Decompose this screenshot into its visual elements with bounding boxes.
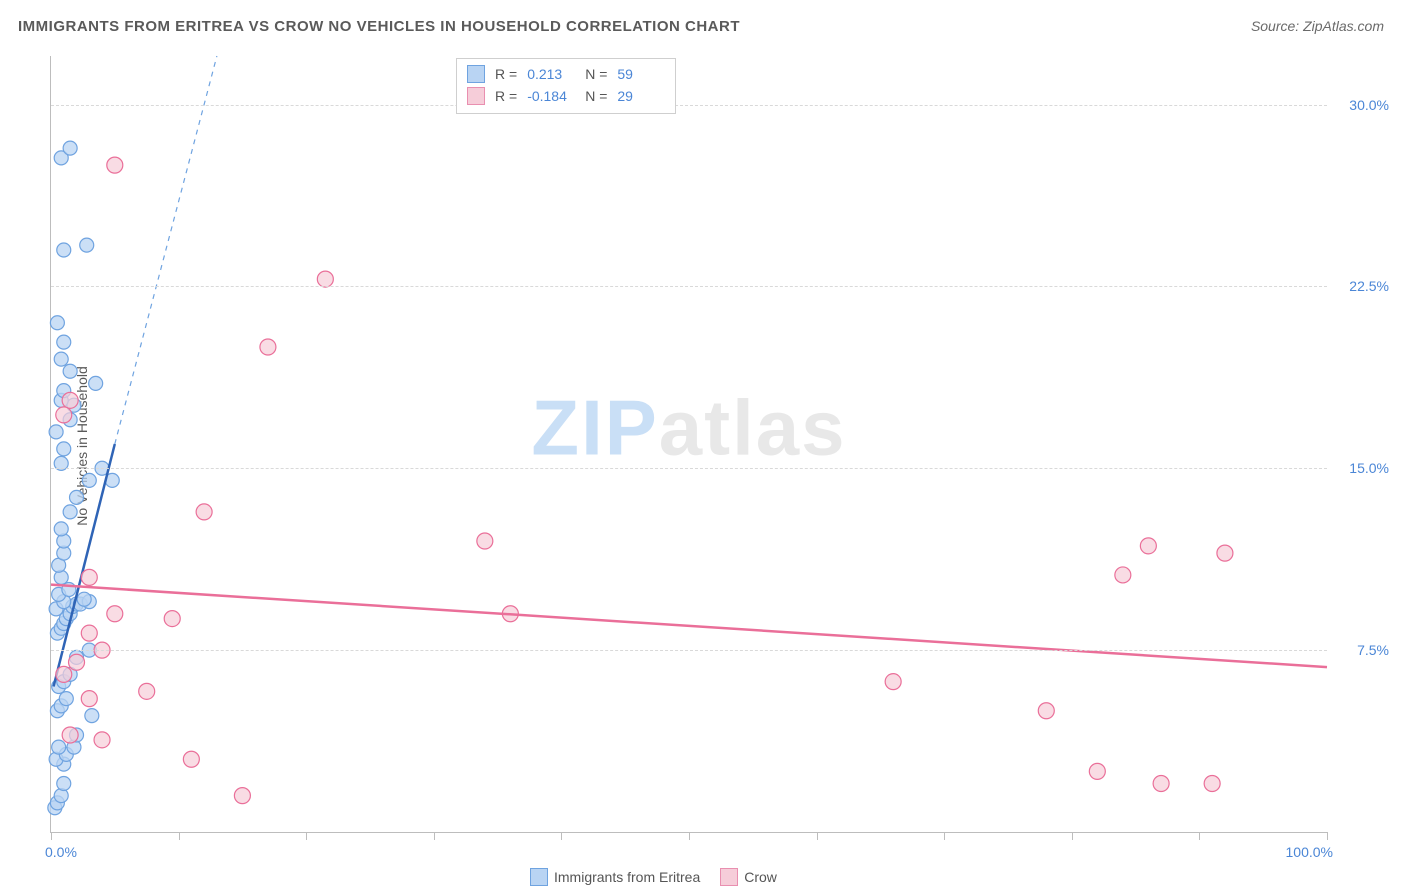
xtick-label: 0.0%: [45, 844, 77, 860]
stat-n-label: N =: [585, 88, 607, 104]
xtick-label: 100.0%: [1286, 844, 1333, 860]
crow-point: [1115, 567, 1131, 583]
crow-point: [234, 788, 250, 804]
legend-swatch: [530, 868, 548, 886]
stats-legend-box: R = 0.213 N = 59 R = -0.184 N = 29: [456, 58, 676, 114]
crow-point: [885, 674, 901, 690]
crow-point: [81, 625, 97, 641]
stat-r-label: R =: [495, 88, 517, 104]
eritrea-point: [50, 316, 64, 330]
crow-point: [62, 392, 78, 408]
stat-n-label: N =: [585, 66, 607, 82]
eritrea-point: [89, 376, 103, 390]
legend-swatch: [467, 65, 485, 83]
crow-point: [317, 271, 333, 287]
legend-item: Immigrants from Eritrea: [530, 868, 700, 886]
eritrea-point: [63, 505, 77, 519]
crow-point: [183, 751, 199, 767]
crow-point: [56, 666, 72, 682]
eritrea-point: [59, 692, 73, 706]
xtick: [1199, 832, 1200, 840]
legend-swatch: [720, 868, 738, 886]
xtick: [1072, 832, 1073, 840]
xtick: [1327, 832, 1328, 840]
stat-n-value: 29: [617, 88, 665, 104]
eritrea-point: [70, 490, 84, 504]
stat-n-value: 59: [617, 66, 665, 82]
stat-r-value: 0.213: [527, 66, 575, 82]
eritrea-trend-extrapolation: [115, 56, 217, 444]
ytick-label: 22.5%: [1349, 278, 1389, 294]
xtick: [561, 832, 562, 840]
eritrea-point: [80, 238, 94, 252]
stat-r-label: R =: [495, 66, 517, 82]
xtick: [434, 832, 435, 840]
grid-line: [51, 650, 1327, 651]
ytick-label: 15.0%: [1349, 460, 1389, 476]
crow-point: [260, 339, 276, 355]
legend-item: Crow: [720, 868, 777, 886]
stat-r-value: -0.184: [527, 88, 575, 104]
crow-point: [1038, 703, 1054, 719]
plot-area: ZIPatlas 7.5%15.0%22.5%30.0%0.0%100.0%: [50, 56, 1327, 833]
eritrea-point: [57, 442, 71, 456]
legend-label: Crow: [744, 869, 777, 885]
legend-swatch: [467, 87, 485, 105]
crow-point: [1204, 776, 1220, 792]
eritrea-point: [57, 335, 71, 349]
crow-point: [1153, 776, 1169, 792]
crow-point: [1217, 545, 1233, 561]
ytick-label: 7.5%: [1357, 642, 1389, 658]
crow-point: [107, 157, 123, 173]
xtick: [179, 832, 180, 840]
crow-point: [56, 407, 72, 423]
crow-point: [1089, 763, 1105, 779]
grid-line: [51, 286, 1327, 287]
stats-row: R = -0.184 N = 29: [467, 85, 665, 107]
crow-trend-line: [51, 585, 1327, 667]
crow-point: [164, 611, 180, 627]
eritrea-point: [82, 473, 96, 487]
source-attribution: Source: ZipAtlas.com: [1251, 18, 1384, 34]
eritrea-point: [54, 352, 68, 366]
eritrea-point: [49, 425, 63, 439]
crow-point: [94, 732, 110, 748]
crow-point: [196, 504, 212, 520]
legend-label: Immigrants from Eritrea: [554, 869, 700, 885]
xtick: [689, 832, 690, 840]
xtick: [306, 832, 307, 840]
eritrea-point: [63, 364, 77, 378]
xtick: [51, 832, 52, 840]
eritrea-point: [77, 592, 91, 606]
crow-point: [139, 683, 155, 699]
chart-container: IMMIGRANTS FROM ERITREA VS CROW NO VEHIC…: [0, 0, 1406, 892]
grid-line: [51, 468, 1327, 469]
crow-point: [107, 606, 123, 622]
stats-row: R = 0.213 N = 59: [467, 63, 665, 85]
eritrea-point: [63, 141, 77, 155]
eritrea-point: [57, 777, 71, 791]
crow-point: [81, 691, 97, 707]
crow-point: [69, 654, 85, 670]
crow-point: [477, 533, 493, 549]
eritrea-point: [52, 740, 66, 754]
bottom-legend: Immigrants from Eritrea Crow: [530, 868, 777, 886]
crow-point: [62, 727, 78, 743]
xtick: [944, 832, 945, 840]
chart-title: IMMIGRANTS FROM ERITREA VS CROW NO VEHIC…: [18, 18, 740, 35]
crow-point: [81, 569, 97, 585]
eritrea-point: [54, 522, 68, 536]
eritrea-point: [57, 243, 71, 257]
plot-svg: [51, 56, 1327, 832]
grid-line: [51, 105, 1327, 106]
xtick: [817, 832, 818, 840]
eritrea-point: [85, 709, 99, 723]
ytick-label: 30.0%: [1349, 97, 1389, 113]
crow-point: [1140, 538, 1156, 554]
